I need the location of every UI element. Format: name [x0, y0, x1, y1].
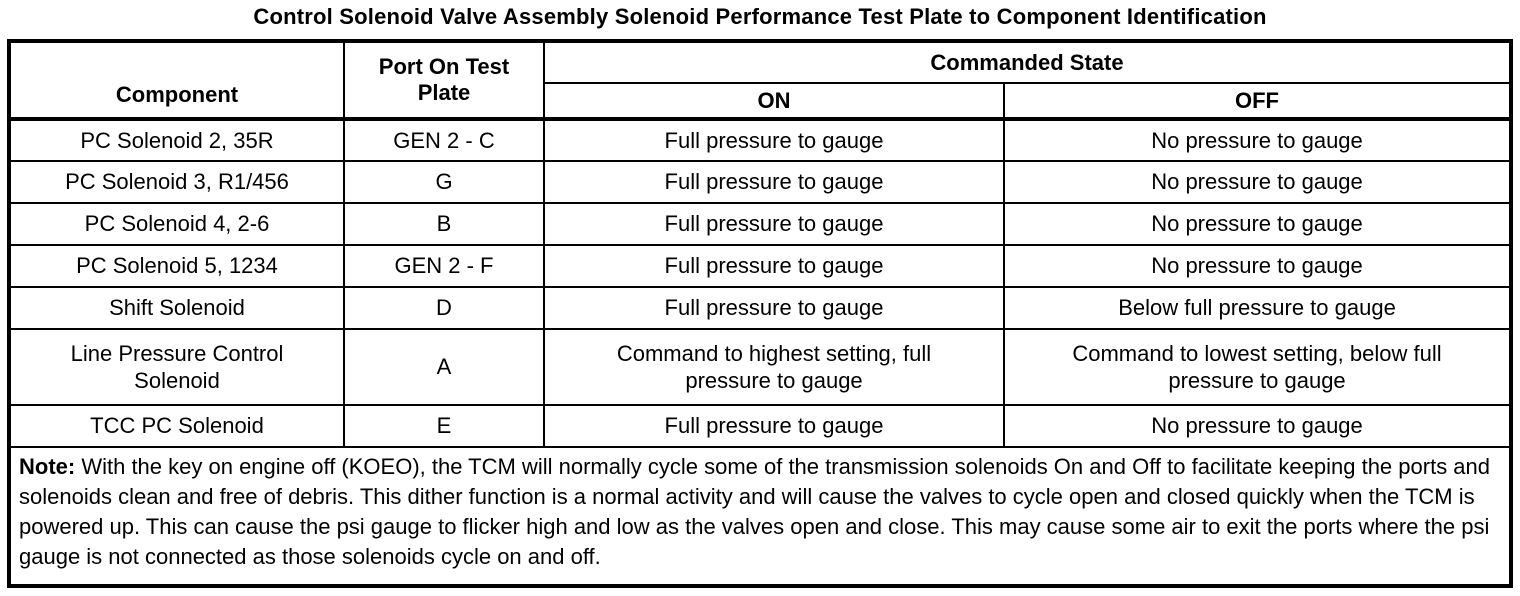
- cell-off-state: Below full pressure to gauge: [1003, 286, 1512, 330]
- cell-off-state: No pressure to gauge: [1003, 244, 1512, 288]
- table-body: PC Solenoid 2, 35R GEN 2 - C Full pressu…: [8, 118, 1512, 587]
- cell-off-state-text: Command to lowest setting, below full pr…: [1072, 340, 1442, 394]
- table-header: Component Port On Test Plate Commanded S…: [8, 40, 1512, 121]
- column-header-component: Component: [8, 40, 345, 121]
- note-text: With the key on engine off (KOEO), the T…: [19, 454, 1491, 570]
- cell-on-state: Full pressure to gauge: [543, 118, 1005, 162]
- table-row: PC Solenoid 3, R1/456 G Full pressure to…: [8, 160, 1512, 204]
- cell-component: Line Pressure Control Solenoid: [8, 328, 345, 406]
- table-row: PC Solenoid 5, 1234 GEN 2 - F Full press…: [8, 244, 1512, 288]
- cell-component: PC Solenoid 4, 2-6: [8, 202, 345, 246]
- cell-component: PC Solenoid 5, 1234: [8, 244, 345, 288]
- cell-component: PC Solenoid 2, 35R: [8, 118, 345, 162]
- cell-port: D: [343, 286, 545, 330]
- column-header-off: OFF: [1003, 82, 1512, 121]
- cell-component-text: Line Pressure Control Solenoid: [70, 340, 284, 394]
- cell-on-state: Full pressure to gauge: [543, 404, 1005, 448]
- column-header-port: Port On Test Plate: [343, 40, 545, 121]
- cell-component: Shift Solenoid: [8, 286, 345, 330]
- header-row-sub: ON OFF: [9, 82, 1512, 121]
- cell-port: E: [343, 404, 545, 448]
- cell-port: B: [343, 202, 545, 246]
- cell-port: GEN 2 - F: [343, 244, 545, 288]
- cell-off-state: No pressure to gauge: [1003, 118, 1512, 162]
- note-row: Note: With the key on engine off (KOEO),…: [8, 446, 1512, 587]
- cell-component: TCC PC Solenoid: [8, 404, 345, 448]
- cell-off-state: No pressure to gauge: [1003, 160, 1512, 204]
- cell-port: A: [343, 328, 545, 406]
- cell-on-state: Full pressure to gauge: [543, 286, 1005, 330]
- cell-port: G: [343, 160, 545, 204]
- header-row-top: Component Port On Test Plate Commanded S…: [8, 40, 1512, 121]
- cell-on-state-text: Command to highest setting, full pressur…: [616, 340, 932, 394]
- table-row: Shift Solenoid D Full pressure to gauge …: [8, 286, 1512, 330]
- table-row: Line Pressure Control Solenoid A Command…: [8, 328, 1512, 406]
- solenoid-test-plate-table: Component Port On Test Plate Commanded S…: [7, 39, 1513, 588]
- table-row: TCC PC Solenoid E Full pressure to gauge…: [8, 404, 1512, 448]
- cell-off-state: No pressure to gauge: [1003, 404, 1512, 448]
- cell-on-state: Full pressure to gauge: [543, 244, 1005, 288]
- table-note: Note: With the key on engine off (KOEO),…: [8, 446, 1512, 587]
- cell-port: GEN 2 - C: [343, 118, 545, 162]
- cell-component: PC Solenoid 3, R1/456: [8, 160, 345, 204]
- cell-on-state: Full pressure to gauge: [543, 202, 1005, 246]
- note-label: Note:: [19, 454, 76, 479]
- column-header-on: ON: [543, 82, 1005, 121]
- cell-off-state: Command to lowest setting, below full pr…: [1003, 328, 1512, 406]
- page-title: Control Solenoid Valve Assembly Solenoid…: [253, 4, 1267, 29]
- cell-off-state: No pressure to gauge: [1003, 202, 1512, 246]
- column-header-commanded-state: Commanded State: [543, 40, 1512, 84]
- cell-on-state: Full pressure to gauge: [543, 160, 1005, 204]
- table-row: PC Solenoid 4, 2-6 B Full pressure to ga…: [8, 202, 1512, 246]
- table-row: PC Solenoid 2, 35R GEN 2 - C Full pressu…: [8, 118, 1512, 162]
- cell-on-state: Command to highest setting, full pressur…: [543, 328, 1005, 406]
